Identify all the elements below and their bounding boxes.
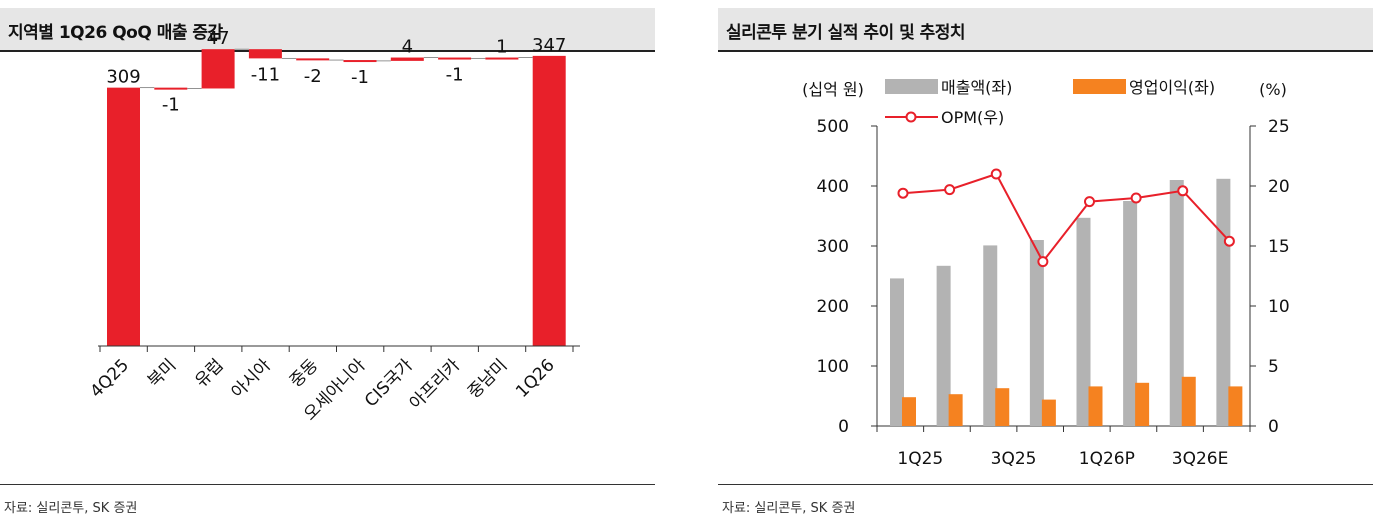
divider	[0, 484, 655, 485]
y-right-tick-label: 15	[1268, 237, 1290, 257]
operating-profit-bar	[995, 388, 1010, 426]
legend-label-sales: 매출액(좌)	[941, 78, 1012, 97]
combo-chart: 0 100 200 300 400 500 0 5 10 15 20 25 1Q25 3Q25 1Q26P 3…	[802, 78, 1290, 469]
operating-profit-bar	[1088, 386, 1103, 426]
data-label: 347	[532, 35, 566, 56]
data-label: -1	[162, 94, 180, 115]
legend-swatch-opm-marker	[905, 111, 917, 123]
category-label: 아시아	[228, 355, 276, 403]
operating-profit-bar	[902, 397, 916, 426]
data-label: 47	[207, 28, 230, 49]
category-label: 중동	[286, 355, 322, 391]
opm-point	[1037, 256, 1049, 268]
sales-bar	[890, 278, 904, 426]
y-right-tick-label: 20	[1268, 177, 1290, 197]
panel-title-bar: 지역별 1Q26 QoQ 매출 증감	[0, 8, 655, 52]
data-label: 309	[106, 67, 140, 88]
left-axis-unit: (십억 원)	[802, 80, 864, 99]
sales-bar	[936, 265, 951, 426]
sales-bar	[1076, 217, 1091, 426]
waterfall-bar	[390, 57, 424, 61]
waterfall-bar	[343, 60, 377, 63]
category-label: 아프리카	[406, 355, 465, 414]
opm-point	[1084, 196, 1095, 208]
divider	[718, 484, 1373, 485]
y-left-tick-label: 100	[817, 357, 849, 377]
source-note: 자료: 실리콘투, SK 증권	[4, 501, 138, 516]
legend-label-operating-profit: 영업이익(좌)	[1129, 78, 1215, 97]
operating-profit-bar	[948, 394, 963, 426]
x-tick-label: 1Q26P	[1079, 449, 1135, 469]
sales-bar	[1169, 180, 1184, 426]
panel-title: 실리콘투 분기 실적 추이 및 추정치	[726, 23, 966, 43]
legend-swatch-operating-profit	[1073, 79, 1126, 94]
waterfall-bar	[154, 87, 188, 90]
y-left-tick-label: 400	[817, 177, 849, 197]
y-left-tick-label: 300	[817, 237, 849, 257]
source-note: 자료: 실리콘투, SK 증권	[722, 501, 856, 516]
opm-line	[902, 172, 1231, 264]
y-right-tick-label: 5	[1268, 357, 1279, 377]
sales-bar	[1216, 178, 1231, 426]
opm-point	[1223, 235, 1235, 247]
opm-point	[897, 187, 909, 199]
category-label: 북미	[144, 355, 180, 391]
y-left-tick-label: 0	[838, 417, 849, 437]
waterfall-bar	[201, 49, 235, 89]
data-label: -1	[351, 67, 369, 88]
x-tick-label: 3Q26E	[1172, 449, 1229, 469]
opm-point	[1177, 185, 1189, 197]
data-label: -2	[304, 66, 322, 87]
opm-point	[990, 168, 1002, 180]
x-tick-label: 1Q25	[897, 449, 943, 469]
waterfall-bar	[485, 57, 519, 60]
quarterly-results-panel: 실리콘투 분기 실적 추이 및 추정치 0 100 200 300 400 500 0 5 10…	[718, 0, 1373, 517]
y-right-tick-label: 25	[1268, 117, 1290, 137]
category-label: 유럽	[191, 355, 227, 391]
waterfall-panel: 지역별 1Q26 QoQ 매출 증감 309 -1 47 -11 -2 -1 4 -1 1 347…	[0, 0, 655, 517]
legend-swatch-sales	[885, 79, 938, 94]
waterfall-bar	[438, 57, 472, 60]
waterfall-bar	[248, 49, 282, 59]
operating-profit-bar	[1135, 382, 1150, 426]
data-label: 4	[402, 37, 413, 58]
opm-point	[944, 184, 956, 196]
sales-bar	[1029, 240, 1044, 426]
x-tick-label: 3Q25	[991, 449, 1037, 469]
waterfall-bar	[107, 87, 140, 347]
category-label: 중남미	[464, 355, 511, 402]
category-label: 4Q25	[86, 355, 133, 402]
sales-bar	[1123, 201, 1138, 426]
panel-title: 지역별 1Q26 QoQ 매출 증감	[8, 23, 223, 43]
sales-bar	[983, 245, 998, 426]
data-label: -1	[446, 64, 464, 85]
y-right-tick-label: 0	[1268, 417, 1279, 437]
operating-profit-bar	[1041, 399, 1056, 426]
data-label: 1	[496, 37, 507, 58]
y-right-tick-label: 10	[1268, 297, 1290, 317]
data-label: -11	[251, 64, 280, 85]
right-axis-unit: (%)	[1259, 80, 1287, 99]
waterfall-bar	[532, 55, 566, 346]
category-label: 1Q26	[512, 355, 559, 402]
y-left-tick-label: 200	[817, 297, 849, 317]
waterfall-bar	[296, 58, 330, 61]
y-left-tick-label: 500	[817, 117, 849, 137]
operating-profit-bar	[1181, 376, 1196, 426]
opm-point	[1130, 192, 1142, 204]
legend-label-opm: OPM(우)	[941, 108, 1004, 127]
operating-profit-bar	[1228, 386, 1243, 426]
panel-title-bar: 실리콘투 분기 실적 추이 및 추정치	[718, 8, 1373, 52]
